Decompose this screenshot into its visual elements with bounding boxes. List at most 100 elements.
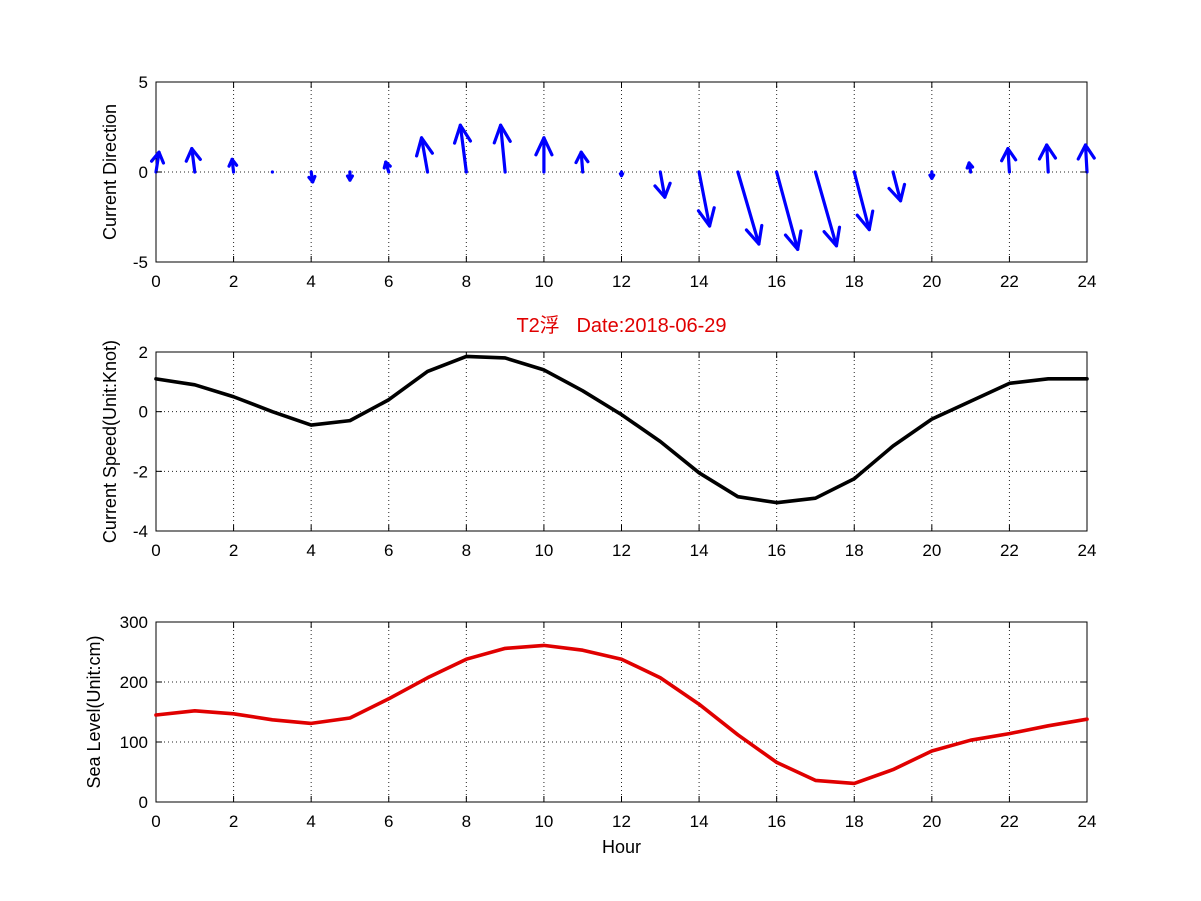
current-arrow (307, 170, 317, 184)
sea-level-ytick-label: 100 (120, 733, 148, 752)
current-arrow-head (452, 123, 473, 145)
current-direction-xtick-label: 14 (690, 272, 709, 291)
current-arrow-shaft (458, 123, 468, 174)
current-direction-xtick-label: 12 (612, 272, 631, 291)
current-direction-xtick-label: 0 (151, 272, 160, 291)
current-direction-xtick-label: 10 (534, 272, 553, 291)
current-speed-xtick-label: 2 (229, 541, 238, 560)
current-arrow-head (227, 157, 239, 168)
current-arrow-dot (270, 170, 274, 174)
sea-level-ytick-label: 0 (139, 793, 148, 812)
current-arrow (270, 170, 274, 174)
current-arrow (1076, 143, 1096, 174)
current-speed-ylabel: Current Speed(Unit:Knot) (100, 340, 120, 543)
current-arrow (149, 150, 166, 174)
current-arrow (534, 136, 554, 174)
current-speed-xtick-label: 0 (151, 541, 160, 560)
current-arrow (184, 147, 202, 174)
current-arrow-shaft (813, 170, 839, 248)
current-arrow-head (307, 174, 317, 184)
sea-level-xtick-label: 12 (612, 812, 631, 831)
current-direction-xtick-label: 16 (767, 272, 786, 291)
current-speed-xtick-label: 20 (922, 541, 941, 560)
sea-level-ytick-label: 200 (120, 673, 148, 692)
sea-level-ylabel: Sea Level(Unit:cm) (84, 635, 104, 788)
current-arrow (928, 170, 936, 180)
sea-level-series-line (154, 643, 1089, 786)
current-arrow (887, 170, 907, 203)
current-arrow-shaft (1083, 143, 1089, 174)
sea-level-xtick-label: 18 (845, 812, 864, 831)
current-arrow-head (414, 136, 434, 158)
sea-level-xtick-label: 4 (306, 812, 315, 831)
current-arrow-head (783, 229, 803, 251)
current-direction-xtick-label: 24 (1078, 272, 1097, 291)
current-speed-xtick-label: 10 (534, 541, 553, 560)
current-arrow (452, 123, 473, 174)
current-arrow-shaft (1045, 143, 1050, 174)
current-arrow-head (928, 173, 936, 180)
sea-level-xtick-label: 0 (151, 812, 160, 831)
current-speed-xtick-label: 22 (1000, 541, 1019, 560)
current-arrow (1000, 147, 1018, 174)
current-speed-ytick-label: -2 (133, 462, 148, 481)
current-direction-panel: 0 2 4 6 8 10 12 14 16 18 20 22 24 50-5 Current Direc… (100, 73, 1096, 291)
current-arrow (574, 150, 590, 174)
current-direction-ylabel: Current Direction (100, 104, 120, 240)
current-arrow-head (492, 123, 512, 145)
sea-level-xtick-label: 16 (767, 812, 786, 831)
current-arrow-head (887, 182, 907, 203)
current-arrow-head (184, 147, 202, 163)
current-arrow-head (744, 223, 764, 246)
current-speed-xtick-label: 8 (462, 541, 471, 560)
sea-level-xlabel: Hour (602, 837, 641, 857)
current-direction-xtick-label: 2 (229, 272, 238, 291)
current-speed-xtick-label: 24 (1078, 541, 1097, 560)
sea-level-xtick-label: 6 (384, 812, 393, 831)
current-arrow-head (696, 206, 716, 228)
sea-level-xtick-label: 10 (534, 812, 553, 831)
sea-level-xtick-label: 20 (922, 812, 941, 831)
current-arrow-shaft (419, 136, 430, 174)
current-speed-xtick-label: 16 (767, 541, 786, 560)
current-direction-xtick-label: 8 (462, 272, 471, 291)
current-direction-ytick-label: -5 (133, 253, 148, 272)
sea-level-xtick-label: 8 (462, 812, 471, 831)
current-arrow (1037, 143, 1058, 174)
current-speed-xtick-label: 18 (845, 541, 864, 560)
current-arrow (414, 136, 434, 174)
current-direction-ytick-label: 5 (139, 73, 148, 92)
current-arrow-head (822, 225, 842, 248)
current-arrow-shaft (697, 170, 712, 228)
current-arrow (345, 170, 354, 182)
current-arrow-shaft (154, 150, 161, 174)
current-speed-xtick-label: 14 (690, 541, 709, 560)
current-speed-xtick-label: 12 (612, 541, 631, 560)
current-direction-xtick-label: 6 (384, 272, 393, 291)
current-direction-xtick-label: 20 (922, 272, 941, 291)
current-arrow (965, 161, 975, 174)
current-arrow (775, 170, 803, 251)
current-direction-xtick-label: 22 (1000, 272, 1019, 291)
current-speed-panel: T2浮 Date:2018-06-29 0 2 4 6 8 10 12 14 16 18 20 22 2… (100, 314, 1096, 560)
chart-title: T2浮 Date:2018-06-29 (516, 314, 726, 337)
current-direction-xtick-label: 4 (306, 272, 315, 291)
current-speed-ytick-label: 2 (139, 343, 148, 362)
current-arrow-head (965, 161, 975, 170)
current-arrow-head (534, 136, 554, 157)
current-arrow-head (618, 172, 625, 178)
current-arrow-shaft (891, 170, 903, 203)
current-arrow (492, 123, 512, 174)
current-arrow-head (1000, 147, 1018, 163)
current-arrow-shaft (190, 147, 197, 174)
current-arrow-shaft (499, 123, 507, 174)
current-arrow (852, 170, 875, 232)
sea-level-ytick-label: 300 (120, 613, 148, 632)
current-arrow-shaft (1006, 147, 1012, 174)
current-speed-xtick-label: 4 (306, 541, 315, 560)
sea-level-xtick-label: 14 (690, 812, 709, 831)
current-arrow-head (149, 150, 166, 165)
current-direction-xtick-label: 18 (845, 272, 864, 291)
current-arrow (382, 160, 392, 174)
